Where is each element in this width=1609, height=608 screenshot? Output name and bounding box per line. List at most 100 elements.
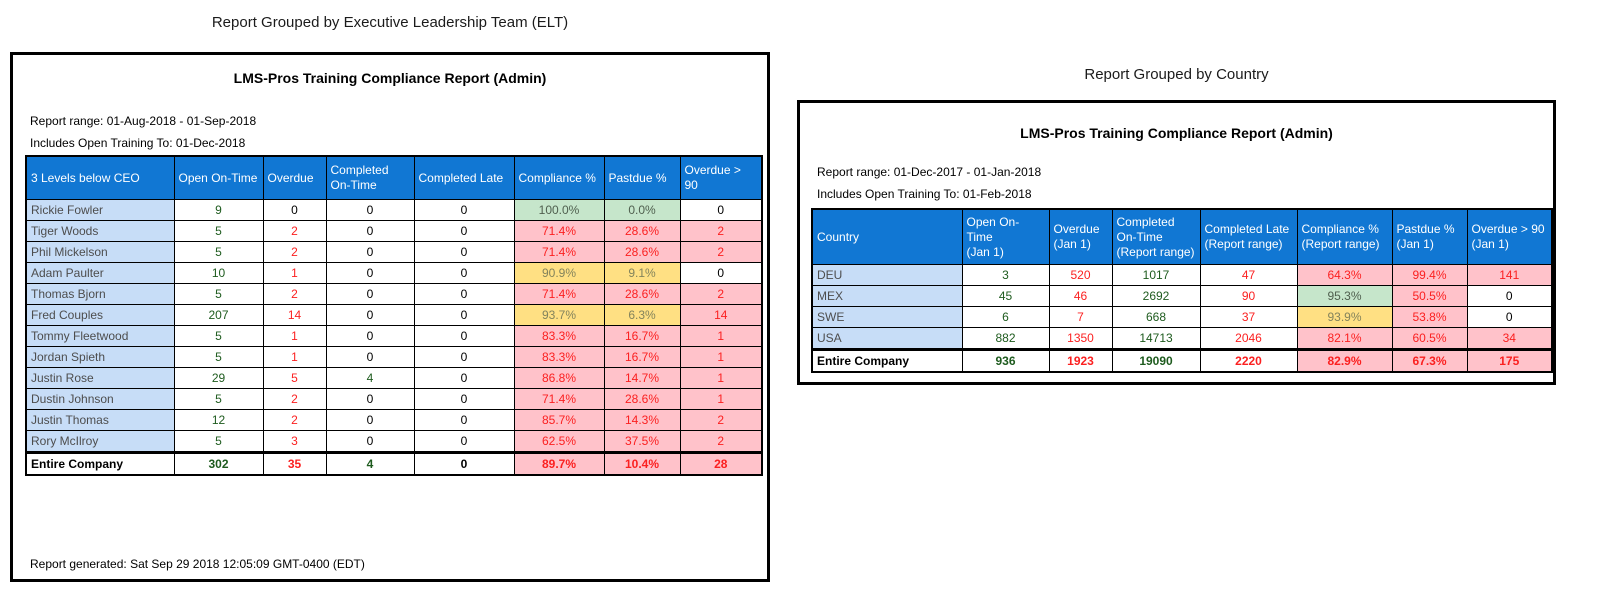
total-row: Entire Company 302 35 4 0 89.7% 10.4% 28: [25, 451, 763, 476]
value-cell: 5: [173, 430, 264, 453]
value-cell: 2: [679, 241, 763, 263]
value-cell: 71.4%: [513, 283, 605, 305]
value-cell: 1017: [1111, 264, 1201, 286]
report-range-text: Report range: 01-Aug-2018 - 01-Sep-2018: [30, 114, 257, 128]
column-header: Overdue > 90: [679, 155, 763, 200]
value-cell: 35: [262, 451, 327, 476]
value-cell: 2: [679, 220, 763, 242]
row-label: DEU: [811, 264, 963, 286]
row-label: MEX: [811, 285, 963, 307]
value-cell: 0: [325, 199, 415, 221]
value-cell: 14713: [1111, 327, 1201, 350]
value-cell: 89.7%: [513, 451, 605, 476]
value-cell: 37.5%: [603, 430, 681, 453]
value-cell: 82.9%: [1296, 348, 1393, 373]
value-cell: 0: [413, 262, 515, 284]
table-row: USA 882 1350 14713 2046 82.1% 60.5% 34: [811, 327, 1553, 350]
value-cell: 0.0%: [603, 199, 681, 221]
column-header: Completed Late (Report range): [1199, 208, 1298, 265]
table-row: Tiger Woods 5 2 0 0 71.4% 28.6% 2: [25, 220, 763, 242]
value-cell: 95.3%: [1296, 285, 1393, 307]
value-cell: 85.7%: [513, 409, 605, 431]
value-cell: 93.9%: [1296, 306, 1393, 328]
value-cell: 46: [1048, 285, 1113, 307]
report-range-text: Report range: 01-Dec-2017 - 01-Jan-2018: [817, 165, 1042, 179]
value-cell: 0: [679, 199, 763, 221]
column-header: Compliance %: [513, 155, 605, 200]
row-label: Adam Paulter: [25, 262, 175, 284]
value-cell: 47: [1199, 264, 1298, 286]
value-cell: 0: [413, 430, 515, 453]
column-header: Open On-Time: [173, 155, 264, 200]
header-row: 3 Levels below CEO Open On-Time Overdue Com…: [25, 155, 763, 200]
row-label: Thomas Bjorn: [25, 283, 175, 305]
value-cell: 0: [413, 451, 515, 476]
value-cell: 62.5%: [513, 430, 605, 453]
value-cell: 14.3%: [603, 409, 681, 431]
value-cell: 0: [413, 220, 515, 242]
value-cell: 2: [679, 283, 763, 305]
table-row: SWE 6 7 668 37 93.9% 53.8% 0: [811, 306, 1553, 328]
value-cell: 0: [413, 367, 515, 389]
value-cell: 29: [173, 367, 264, 389]
table-row: Thomas Bjorn 5 2 0 0 71.4% 28.6% 2: [25, 283, 763, 305]
row-label: Dustin Johnson: [25, 388, 175, 410]
column-header: Overdue (Jan 1): [1048, 208, 1113, 265]
value-cell: 0: [413, 199, 515, 221]
value-cell: 50.5%: [1391, 285, 1468, 307]
row-label: SWE: [811, 306, 963, 328]
column-header: Overdue: [262, 155, 327, 200]
value-cell: 520: [1048, 264, 1113, 286]
header-row: Country Open On-Time (Jan 1) Overdue (Jan …: [811, 208, 1553, 265]
value-cell: 60.5%: [1391, 327, 1468, 350]
value-cell: 2: [262, 409, 327, 431]
value-cell: 3: [961, 264, 1050, 286]
value-cell: 19090: [1111, 348, 1201, 373]
value-cell: 2: [262, 220, 327, 242]
value-cell: 0: [413, 241, 515, 263]
value-cell: 0: [679, 262, 763, 284]
value-cell: 302: [173, 451, 264, 476]
row-label: Jordan Spieth: [25, 346, 175, 368]
value-cell: 0: [325, 388, 415, 410]
value-cell: 67.3%: [1391, 348, 1468, 373]
value-cell: 82.1%: [1296, 327, 1393, 350]
value-cell: 7: [1048, 306, 1113, 328]
value-cell: 10.4%: [603, 451, 681, 476]
value-cell: 2: [262, 241, 327, 263]
value-cell: 64.3%: [1296, 264, 1393, 286]
value-cell: 207: [173, 304, 264, 326]
value-cell: 2: [262, 283, 327, 305]
table-row: MEX 45 46 2692 90 95.3% 50.5% 0: [811, 285, 1553, 307]
value-cell: 45: [961, 285, 1050, 307]
report-title: LMS-Pros Training Compliance Report (Adm…: [233, 70, 547, 86]
row-label: Justin Thomas: [25, 409, 175, 431]
row-label: Entire Company: [811, 348, 963, 373]
value-cell: 28.6%: [603, 283, 681, 305]
value-cell: 16.7%: [603, 346, 681, 368]
column-header: Completed On-Time (Report range): [1111, 208, 1201, 265]
value-cell: 1350: [1048, 327, 1113, 350]
country-report-panel: LMS-Pros Training Compliance Report (Adm…: [797, 100, 1556, 385]
value-cell: 53.8%: [1391, 306, 1468, 328]
value-cell: 86.8%: [513, 367, 605, 389]
row-label: Tommy Fleetwood: [25, 325, 175, 347]
value-cell: 90.9%: [513, 262, 605, 284]
column-header: Compliance % (Report range): [1296, 208, 1393, 265]
value-cell: 0: [325, 262, 415, 284]
value-cell: 1923: [1048, 348, 1113, 373]
value-cell: 5: [173, 346, 264, 368]
row-label: USA: [811, 327, 963, 350]
row-label: Rory McIlroy: [25, 430, 175, 453]
value-cell: 93.7%: [513, 304, 605, 326]
value-cell: 0: [413, 346, 515, 368]
report-title: LMS-Pros Training Compliance Report (Adm…: [1020, 125, 1333, 141]
value-cell: 6: [961, 306, 1050, 328]
includes-open-training-text: Includes Open Training To: 01-Dec-2018: [30, 136, 246, 150]
report-generated-text: Report generated: Sat Sep 29 2018 12:05:…: [30, 557, 365, 571]
table-row: Justin Rose 29 5 4 0 86.8% 14.7% 1: [25, 367, 763, 389]
value-cell: 668: [1111, 306, 1201, 328]
value-cell: 2: [262, 388, 327, 410]
column-header: Pastdue %: [603, 155, 681, 200]
value-cell: 0: [325, 325, 415, 347]
